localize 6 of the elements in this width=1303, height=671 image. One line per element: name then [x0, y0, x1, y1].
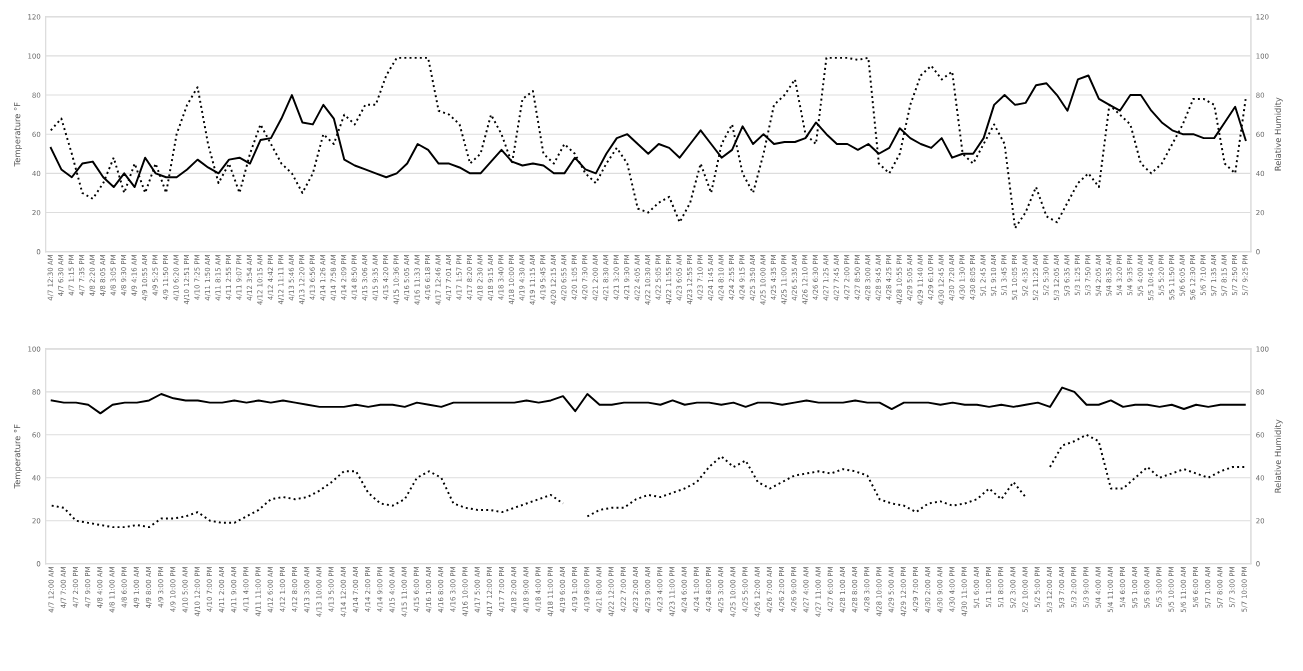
line-series: [49, 56, 1247, 230]
y-axis-title: Temperature °F: [14, 424, 22, 489]
y2-axis-title: Relative Humidity: [1274, 419, 1283, 493]
y-axis-title: Temperature °F: [14, 102, 22, 167]
line-series: [50, 386, 1246, 415]
y2-axis-title: Relative Humidity: [1274, 97, 1283, 171]
